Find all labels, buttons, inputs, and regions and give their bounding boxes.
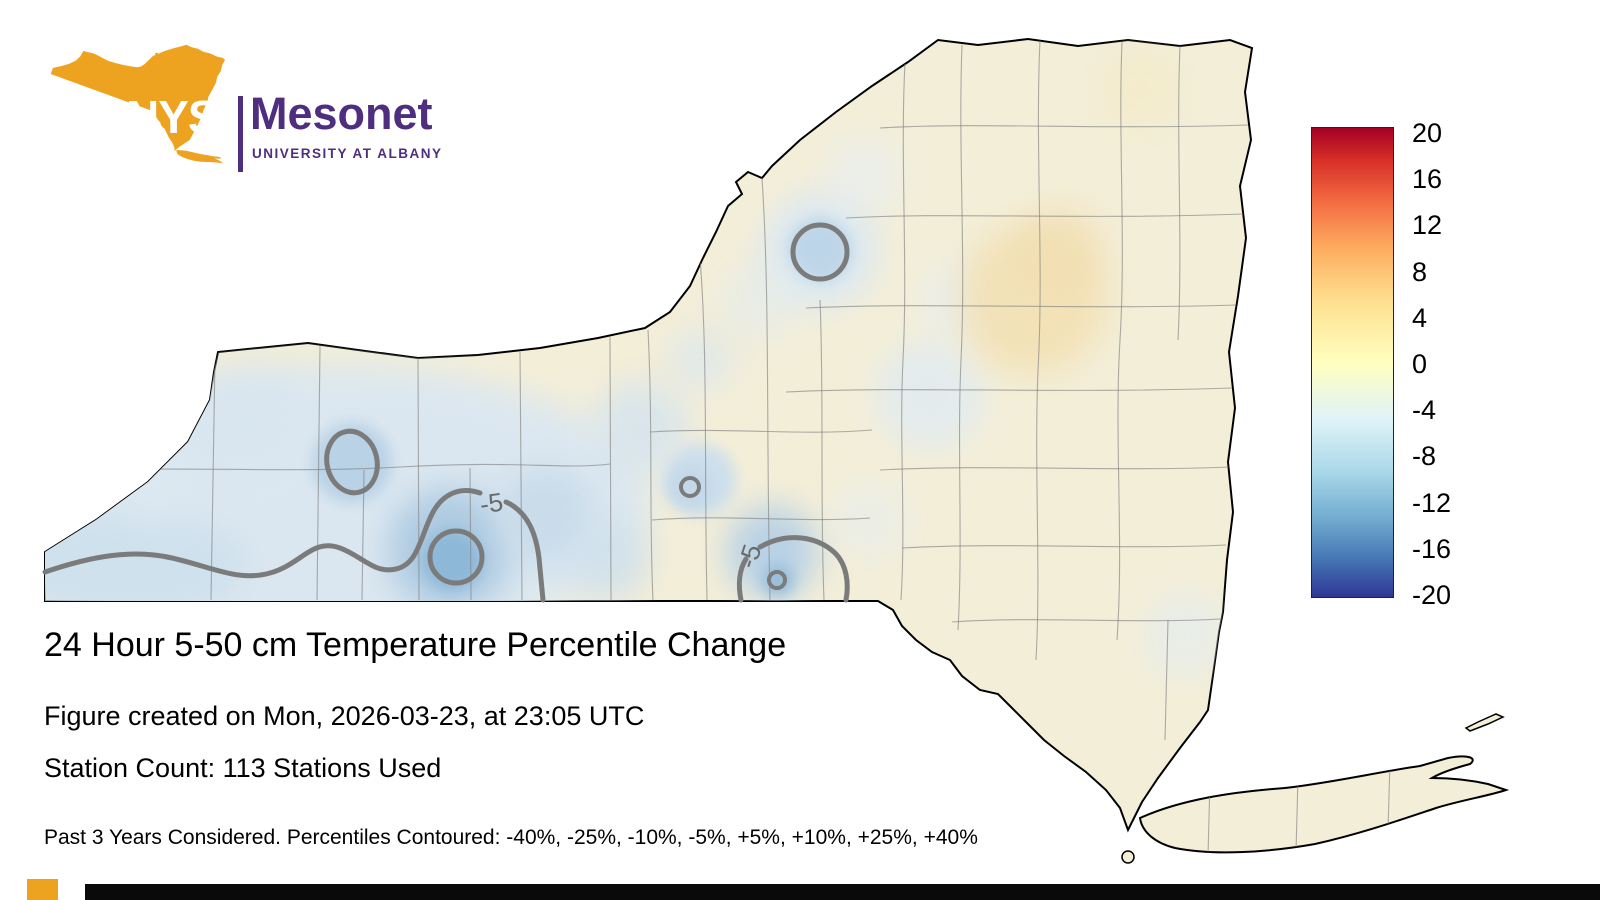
figure-created-text: Figure created on Mon, 2026-03-23, at 23… — [44, 701, 645, 731]
staten-island — [1121, 850, 1135, 864]
colorbar-ticks: 20 16 12 8 4 0 -4 -8 -12 -16 -20 — [1412, 119, 1502, 609]
colorbar-tick: 12 — [1412, 210, 1443, 241]
logo-divider — [238, 96, 243, 172]
colorbar-tick: 16 — [1412, 164, 1443, 195]
logo-university-text: UNIVERSITY AT ALBANY — [252, 146, 443, 161]
colorbar-tick: 4 — [1412, 302, 1428, 333]
footnote-text: Past 3 Years Considered. Percentiles Con… — [44, 826, 978, 849]
colorbar-tick: 8 — [1412, 256, 1428, 287]
ny-state-gold-icon — [50, 44, 226, 164]
colorbar-tick: -4 — [1412, 395, 1437, 426]
logo-mesonet-text: Mesonet — [250, 88, 433, 139]
fishers-island — [1464, 713, 1505, 732]
colorbar-tick: 20 — [1412, 118, 1443, 148]
colorbar-tick: -20 — [1412, 579, 1452, 610]
colorbar — [1311, 127, 1394, 598]
nys-mesonet-logo: NYS Mesonet UNIVERSITY AT ALBANY — [40, 10, 460, 200]
colorbar-tick: -16 — [1412, 533, 1452, 564]
contour-lines: -5 -5 — [42, 222, 850, 603]
contour-label: -5 — [478, 487, 505, 520]
colorbar-tick: 0 — [1412, 348, 1428, 379]
station-count-text: Station Count: 113 Stations Used — [44, 753, 442, 783]
map-title: 24 Hour 5-50 cm Temperature Percentile C… — [44, 626, 787, 664]
footer-accent-square — [27, 879, 58, 900]
footer-bar — [85, 884, 1600, 900]
logo-nys-text: NYS — [126, 91, 219, 143]
colorbar-tick: -12 — [1412, 487, 1452, 518]
colorbar-tick: -8 — [1412, 441, 1437, 472]
long-island — [1138, 755, 1510, 854]
